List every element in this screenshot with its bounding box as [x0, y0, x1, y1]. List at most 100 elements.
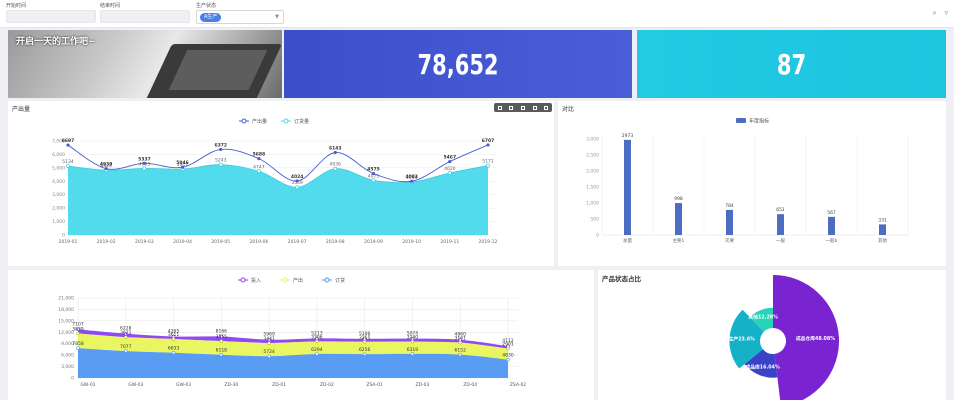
pie-slice-3 — [749, 307, 773, 332]
output-point — [486, 143, 490, 147]
y-tick-label: 6,000 — [52, 152, 65, 158]
bar-data-label: 651 — [776, 207, 785, 213]
download-icon[interactable] — [497, 105, 502, 110]
output-point — [104, 167, 108, 171]
order-data-label: 5171 — [482, 159, 494, 165]
order-point — [333, 166, 338, 171]
x-tick-label: 2019-11 — [440, 239, 459, 245]
output-point — [219, 339, 224, 343]
compare-chart-panel: 对比 0 500 1,000 1,500 2,000 2,500 3,000 年度指标 2973… — [558, 101, 946, 266]
input-data-label: 6228 — [120, 326, 132, 332]
start-time-label: 开始时间 — [6, 3, 27, 9]
end-time-label: 结束时间 — [100, 3, 121, 9]
output-point — [333, 150, 337, 155]
x-tick-label: 2019-12 — [479, 239, 498, 245]
output-point — [171, 337, 176, 341]
bar-data-label: 784 — [725, 203, 734, 209]
stacked-area-chart: 0 3,000 6,000 9,000 12,000 15,000 18,000 21,000… — [58, 277, 526, 388]
start-time-input[interactable] — [6, 10, 96, 23]
output-point — [315, 339, 319, 344]
y-tick-label: 3,000 — [61, 364, 74, 370]
output-point — [295, 179, 299, 183]
line-legend-label-1: 订货量 — [294, 118, 309, 125]
x-tick-label: 总量 — [623, 237, 632, 244]
output-point — [66, 143, 70, 147]
x-tick-label: ZSA-02 — [510, 382, 526, 388]
bar-data-label: 2973 — [622, 133, 634, 139]
x-tick-label: GW-03 — [128, 382, 143, 388]
order-data-label: 6152 — [454, 348, 466, 354]
order-point — [295, 185, 300, 190]
output-data-label: 3255 — [359, 335, 371, 341]
y-tick-label: 1,000 — [52, 219, 65, 225]
x-tick-label: 2019-06 — [250, 239, 269, 245]
output-data-label: 5337 — [138, 156, 151, 162]
order-point — [362, 352, 367, 356]
bar-data-label: 998 — [674, 196, 683, 202]
output-point — [76, 331, 80, 336]
input-point — [267, 337, 271, 342]
x-tick-label: 2019-08 — [326, 239, 345, 245]
order-point — [486, 163, 490, 168]
order-data-label: 7858 — [72, 341, 84, 347]
input-data-label: 8166 — [216, 328, 228, 334]
order-data-label: 4912 — [177, 162, 189, 168]
input-data-label: 4265 — [168, 329, 180, 335]
y-tick-label: 5,000 — [52, 165, 65, 171]
y-tick-label: 15,000 — [58, 318, 74, 324]
pie-slice-label-0: 成品仓库48.08% — [796, 335, 835, 342]
x-tick-label: 2019-10 — [402, 239, 421, 245]
input-data-label: 5969 — [263, 332, 275, 338]
order-data-label: 6294 — [311, 347, 323, 353]
status-select[interactable]: A生产 ▼ — [196, 10, 284, 24]
filter-icon[interactable]: ▿ — [944, 9, 948, 17]
x-tick-label: 主要1 — [673, 237, 685, 244]
filter-bar: 开始时间 结束时间 生产状态 A生产 ▼ ⌕ ▿ — [0, 0, 954, 28]
output-point — [142, 161, 146, 165]
status-tag[interactable]: A生产 — [200, 13, 222, 22]
output-point — [506, 346, 510, 351]
pie-slice-1 — [744, 349, 778, 378]
image-icon[interactable] — [509, 105, 514, 110]
bar-legend-label: 年度指标 — [749, 118, 769, 125]
kpi-card-count: 87 — [637, 30, 946, 98]
y-tick-label: 6,000 — [61, 353, 74, 359]
output-point — [371, 171, 376, 176]
x-tick-label: GW-03 — [176, 382, 191, 388]
output-data-label: 4939 — [100, 162, 113, 168]
order-data-label: 6633 — [168, 346, 180, 352]
bar-data-label: 331 — [878, 217, 887, 223]
output-data-label: 4575 — [367, 167, 380, 173]
search-icon[interactable]: ⌕ — [932, 9, 937, 17]
y-tick-label: 3,000 — [586, 137, 599, 143]
x-tick-label: 次要 — [725, 237, 734, 244]
output-area — [78, 333, 508, 360]
output-data-label: 6707 — [482, 138, 495, 144]
output-point — [448, 159, 452, 164]
status-filter-label: 生产状态 — [196, 3, 217, 9]
copy-icon[interactable] — [544, 105, 549, 110]
refresh-icon[interactable] — [520, 105, 525, 110]
order-data-label: 3559 — [291, 180, 303, 186]
end-time-input[interactable] — [100, 10, 190, 23]
x-tick-label: ZD-03 — [415, 382, 429, 388]
order-point — [447, 171, 452, 175]
order-data-label: 5243 — [215, 158, 227, 164]
output-chart-title: 产出量 — [12, 106, 31, 113]
pie-slice-label-1: 成品库16.04% — [745, 363, 780, 370]
chevron-down-icon[interactable]: ▼ — [275, 14, 279, 20]
output-point — [219, 147, 223, 152]
order-point — [171, 351, 176, 355]
output-data-label: 4024 — [291, 174, 304, 180]
pie-slice-2 — [729, 309, 764, 369]
expand-icon[interactable] — [532, 105, 537, 110]
x-tick-label: ZD-30 — [224, 382, 238, 388]
x-tick-label: GW-01 — [80, 382, 95, 388]
y-tick-label: 0 — [596, 233, 599, 239]
output-data-label: 6143 — [329, 146, 342, 152]
order-point — [256, 169, 261, 174]
output-point — [410, 179, 414, 183]
output-chart-panel: 产出量 0 1,000 2,000 3,000 4,000 5,000 6,000 7,000… — [8, 101, 554, 266]
y-tick-label: 4,000 — [52, 179, 65, 185]
order-data-label: 4075 — [368, 173, 380, 179]
